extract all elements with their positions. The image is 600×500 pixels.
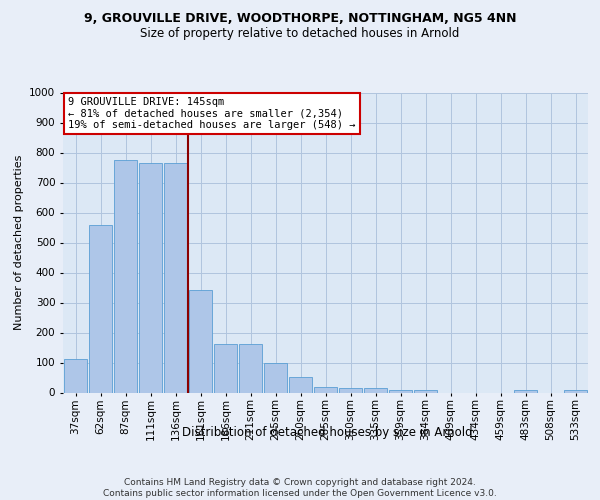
Text: Contains HM Land Registry data © Crown copyright and database right 2024.
Contai: Contains HM Land Registry data © Crown c… [103,478,497,498]
Bar [339,388,362,392]
Bar [89,226,112,392]
Bar [64,359,87,392]
Y-axis label: Number of detached properties: Number of detached properties [14,155,23,330]
Bar [114,160,137,392]
Text: 9 GROUVILLE DRIVE: 145sqm
← 81% of detached houses are smaller (2,354)
19% of se: 9 GROUVILLE DRIVE: 145sqm ← 81% of detac… [68,97,356,130]
Bar [239,344,262,392]
Bar [364,388,387,392]
Bar [514,390,537,392]
Bar [389,390,412,392]
Bar [189,290,212,393]
Bar [564,390,587,392]
Bar [289,377,312,392]
Text: Distribution of detached houses by size in Arnold: Distribution of detached houses by size … [182,426,472,439]
Bar [414,390,437,392]
Bar [314,387,337,392]
Text: 9, GROUVILLE DRIVE, WOODTHORPE, NOTTINGHAM, NG5 4NN: 9, GROUVILLE DRIVE, WOODTHORPE, NOTTINGH… [84,12,516,26]
Bar [214,344,237,392]
Bar [139,163,162,392]
Bar [264,364,287,392]
Bar [164,163,187,392]
Text: Size of property relative to detached houses in Arnold: Size of property relative to detached ho… [140,28,460,40]
